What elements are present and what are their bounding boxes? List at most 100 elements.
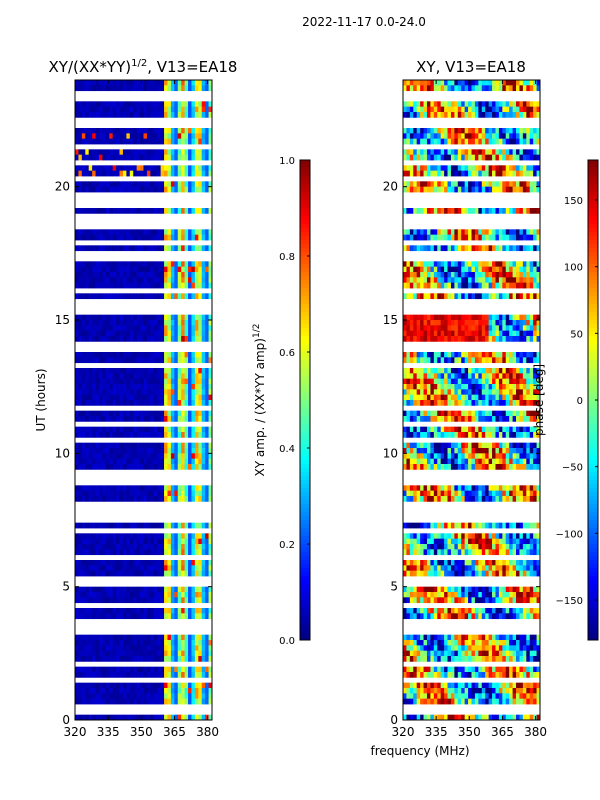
heatmap-cell: [519, 138, 524, 145]
heatmap-cell: [85, 714, 90, 721]
heatmap-cell: [160, 389, 165, 396]
heatmap-cell: [485, 357, 490, 364]
heatmap-cell: [153, 613, 158, 620]
heatmap-cell: [126, 426, 131, 433]
heatmap-cell: [495, 272, 500, 278]
heatmap-cell: [181, 101, 185, 108]
heatmap-cell: [191, 442, 196, 449]
heatmap-cell: [88, 565, 93, 572]
heatmap-cell: [509, 373, 513, 380]
heatmap-cell: [133, 154, 138, 161]
heatmap-cell: [409, 272, 414, 278]
heatmap-cell: [536, 112, 541, 118]
heatmap-cell: [81, 693, 86, 700]
heatmap-cell: [150, 538, 155, 545]
heatmap-cell: [447, 128, 452, 134]
heatmap-cell: [423, 400, 428, 406]
heatmap-cell: [153, 688, 158, 694]
heatmap-cell: [112, 261, 117, 268]
heatmap-cell: [88, 656, 93, 662]
heatmap-cell: [464, 85, 469, 92]
heatmap-cell: [516, 234, 520, 241]
heatmap-cell: [454, 85, 459, 92]
heatmap-cell: [105, 266, 110, 273]
heatmap-cell: [191, 682, 196, 689]
heatmap-cell: [78, 352, 83, 358]
heatmap-cell: [157, 133, 162, 140]
heatmap-cell: [519, 426, 524, 433]
heatmap-cell: [450, 293, 455, 300]
heatmap-cell: [160, 330, 165, 337]
heatmap-cell: [170, 448, 175, 454]
heatmap-cell: [126, 448, 131, 454]
heatmap-cell: [492, 80, 496, 86]
heatmap-cell: [464, 165, 469, 172]
heatmap-cell: [160, 378, 165, 385]
heatmap-cell: [126, 282, 131, 289]
heatmap-cell: [474, 330, 479, 337]
heatmap-cell: [198, 458, 203, 465]
heatmap-cell: [112, 490, 117, 497]
heatmap-cell: [133, 533, 138, 540]
heatmap-cell: [126, 368, 131, 374]
heatmap-cell: [170, 672, 175, 678]
heatmap-cell: [95, 128, 100, 134]
heatmap-cell: [403, 106, 407, 113]
heatmap-cell: [92, 656, 96, 662]
heatmap-cell: [430, 133, 435, 140]
heatmap-cell: [406, 368, 411, 374]
heatmap-cell: [143, 464, 148, 470]
heatmap-cell: [150, 586, 155, 593]
heatmap-cell: [126, 266, 131, 273]
heatmap-cell: [205, 666, 209, 673]
heatmap-cell: [191, 368, 196, 374]
heatmap-cell: [509, 453, 513, 460]
heatmap-cell: [140, 101, 144, 108]
heatmap-cell: [153, 314, 158, 321]
heatmap-cell: [464, 138, 469, 145]
heatmap-cell: [105, 490, 110, 497]
heatmap-cell: [471, 357, 476, 364]
heatmap-cell: [157, 549, 162, 556]
heatmap-cell: [153, 538, 158, 545]
heatmap-cell: [112, 538, 117, 545]
heatmap-cell: [160, 261, 165, 268]
heatmap-cell: [208, 634, 213, 641]
heatmap-cell: [201, 538, 206, 545]
heatmap-cell: [201, 85, 206, 92]
heatmap-cell: [205, 389, 209, 396]
heatmap-cell: [116, 458, 120, 465]
heatmap-cell: [457, 181, 462, 188]
heatmap-cell: [409, 400, 414, 406]
heatmap-cell: [116, 650, 120, 657]
heatmap-cell: [157, 368, 162, 374]
heatmap-cell: [188, 170, 192, 177]
heatmap-cell: [201, 186, 206, 193]
heatmap-cell: [88, 320, 93, 326]
heatmap-cell: [516, 80, 520, 86]
amplitude-colorbar-label: XY amp. / (XX*YY amp)1/2: [252, 324, 267, 477]
heatmap-cell: [420, 170, 424, 177]
heatmap-cell: [174, 570, 179, 577]
heatmap-cell: [116, 389, 120, 396]
heatmap-cell: [423, 394, 428, 401]
heatmap-cell: [437, 154, 442, 161]
heatmap-cell: [191, 272, 196, 278]
heatmap-cell: [75, 384, 79, 390]
heatmap-cell: [488, 336, 493, 342]
heatmap-cell: [164, 640, 168, 646]
heatmap-cell: [413, 330, 418, 337]
heatmap-cell: [447, 394, 452, 401]
heatmap-cell: [485, 373, 490, 380]
heatmap-cell: [481, 448, 486, 454]
heatmap-cell: [81, 282, 86, 289]
colorbar-segment: [300, 588, 310, 593]
heatmap-cell: [143, 282, 148, 289]
colorbar-segment: [300, 208, 310, 213]
heatmap-cell: [505, 442, 510, 449]
heatmap-cell: [177, 368, 182, 374]
heatmap-cell: [526, 261, 531, 268]
heatmap-cell: [112, 634, 117, 641]
heatmap-cell: [98, 522, 103, 529]
heatmap-cell: [95, 549, 100, 556]
